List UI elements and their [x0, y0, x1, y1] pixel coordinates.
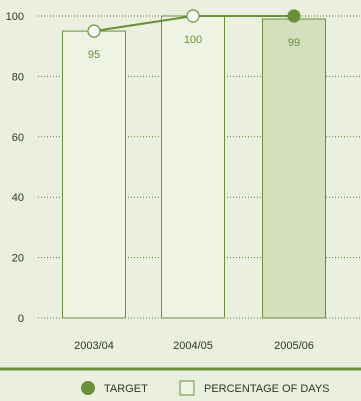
bar-value-label: 99 [288, 37, 300, 49]
legend-bars-label: PERCENTAGE OF DAYS [204, 383, 330, 395]
y-tick-label: 80 [12, 71, 24, 83]
y-tick-label: 0 [18, 313, 24, 325]
x-tick-label: 2005/06 [274, 340, 314, 352]
target-point [186, 9, 200, 23]
bar-value-label: 100 [184, 34, 202, 46]
y-axis-ticks: 0 20 40 60 80 100 [6, 11, 24, 325]
x-tick-label: 2003/04 [74, 340, 114, 352]
legend-bars-swatch [179, 380, 195, 396]
y-tick-label: 40 [12, 192, 24, 204]
bar-value-label: 95 [88, 49, 100, 61]
legend-target-label: TARGET [104, 383, 148, 395]
y-tick-label: 100 [6, 11, 24, 23]
data-labels: 95 100 99 [88, 34, 300, 61]
x-tick-label: 2004/05 [173, 340, 213, 352]
bar [62, 30, 126, 319]
target-point [287, 9, 301, 23]
legend-target-marker [81, 381, 95, 395]
x-axis-labels: 2003/04 2004/05 2005/06 [74, 340, 314, 352]
legend: TARGET PERCENTAGE OF DAYS [81, 380, 330, 396]
bar [262, 18, 326, 319]
y-tick-label: 60 [12, 132, 24, 144]
target-point [87, 24, 101, 38]
bars [62, 15, 326, 319]
target-line-group [87, 9, 301, 38]
y-tick-label: 20 [12, 253, 24, 265]
bar [161, 15, 225, 319]
